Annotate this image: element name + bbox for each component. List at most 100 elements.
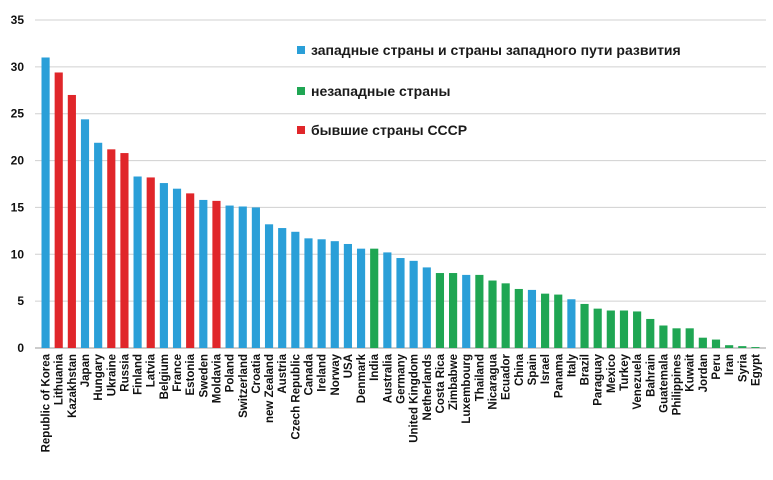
bar xyxy=(370,248,379,348)
bar xyxy=(159,183,168,348)
x-tick-label: Philippines xyxy=(672,354,684,415)
x-tick-label: France xyxy=(172,354,184,392)
x-tick-label: Netherlands xyxy=(422,354,434,420)
bar xyxy=(330,241,339,348)
bar xyxy=(133,176,142,348)
bar xyxy=(278,228,287,348)
x-axis: Republic of Korea Lithuania Kazakhstan Japa… xyxy=(41,353,763,452)
bar xyxy=(567,299,576,348)
bar xyxy=(751,347,760,348)
y-tick-label: 5 xyxy=(17,294,24,308)
x-tick-label: Venezuela xyxy=(632,353,644,409)
bar xyxy=(396,258,405,348)
x-tick-label: Panama xyxy=(553,353,565,398)
bar xyxy=(659,325,668,348)
bar xyxy=(383,252,392,348)
bar xyxy=(199,199,208,348)
bar xyxy=(107,149,116,348)
bar xyxy=(304,238,313,348)
x-tick-label: Paraguay xyxy=(593,353,605,405)
x-tick-label: Syria xyxy=(737,353,749,382)
bar xyxy=(462,274,471,348)
y-tick-label: 35 xyxy=(11,13,25,27)
legend-swatch xyxy=(297,46,305,54)
x-tick-label: Nicaragua xyxy=(488,353,500,409)
x-tick-label: Peru xyxy=(711,354,723,380)
legend-label: бывшие страны СССР xyxy=(311,122,467,138)
legend-label: западные страны и страны западного пути … xyxy=(311,42,681,58)
bar xyxy=(633,311,642,348)
x-tick-label: China xyxy=(514,353,526,386)
x-tick-label: Republic of Korea xyxy=(41,353,53,452)
bar xyxy=(488,280,497,348)
legend-label: незападные страны xyxy=(311,83,450,99)
bar xyxy=(291,231,300,348)
x-tick-label: Ireland xyxy=(317,354,329,392)
bars xyxy=(41,57,760,349)
y-axis: 0 5 10 15 20 25 30 35 xyxy=(11,13,25,355)
x-tick-label: Finland xyxy=(133,354,145,395)
x-tick-label: Russia xyxy=(119,353,131,391)
x-tick-label: Germany xyxy=(396,353,408,403)
bar xyxy=(67,94,76,348)
bar xyxy=(212,200,221,348)
x-tick-label: Czech Republic xyxy=(290,353,302,439)
x-tick-label: Spain xyxy=(527,354,539,385)
x-tick-label: new Zealand xyxy=(264,354,276,423)
x-tick-label: Costa Rica xyxy=(435,353,447,413)
bar xyxy=(672,328,681,348)
bar xyxy=(593,308,602,348)
bar xyxy=(475,274,484,348)
x-tick-label: Norway xyxy=(330,353,342,395)
x-tick-label: Denmark xyxy=(356,353,368,403)
bar xyxy=(238,206,247,348)
bar xyxy=(80,119,90,348)
x-tick-label: Kuwait xyxy=(685,354,697,392)
bar xyxy=(738,346,747,348)
x-tick-label: Poland xyxy=(225,354,237,392)
legend-swatch xyxy=(297,126,305,134)
x-tick-label: Ukraine xyxy=(106,354,118,396)
x-tick-label: Croatia xyxy=(251,353,263,393)
bar xyxy=(580,303,589,348)
x-tick-label: United Kingdom xyxy=(409,354,421,443)
x-tick-label: Latvia xyxy=(146,353,158,387)
y-tick-label: 10 xyxy=(11,247,25,261)
x-tick-label: Turkey xyxy=(619,353,631,390)
x-tick-label: Zimbabwe xyxy=(448,354,460,410)
x-tick-label: Japan xyxy=(80,354,92,387)
bar xyxy=(186,193,195,348)
bar xyxy=(449,273,458,348)
x-tick-label: Lithuania xyxy=(54,353,66,405)
bar xyxy=(554,294,563,348)
y-tick-label: 15 xyxy=(11,200,25,214)
bar xyxy=(646,318,655,348)
bar xyxy=(514,288,523,348)
bar xyxy=(606,310,615,348)
x-tick-label: Canada xyxy=(303,353,315,395)
y-tick-label: 30 xyxy=(11,60,25,74)
bar xyxy=(698,337,707,348)
x-tick-label: India xyxy=(369,353,381,380)
bar xyxy=(435,273,445,348)
bar xyxy=(501,283,510,348)
bar xyxy=(120,153,129,348)
x-tick-label: Luxembourg xyxy=(461,354,473,424)
y-tick-label: 20 xyxy=(11,154,25,168)
x-tick-label: Belgium xyxy=(159,354,171,399)
x-tick-label: Sweden xyxy=(198,354,210,397)
x-tick-label: Switzerland xyxy=(238,354,250,418)
bar xyxy=(146,177,155,348)
x-tick-label: Kazakhstan xyxy=(67,354,79,418)
bar xyxy=(685,328,694,348)
bar xyxy=(422,267,431,348)
bar xyxy=(94,142,103,348)
x-tick-label: Bahrain xyxy=(645,354,657,397)
bar xyxy=(343,243,352,348)
bar xyxy=(619,310,629,348)
x-tick-label: Jordan xyxy=(698,354,710,392)
x-tick-label: Guatemala xyxy=(658,353,670,412)
bar xyxy=(711,339,721,348)
bar xyxy=(172,188,182,348)
